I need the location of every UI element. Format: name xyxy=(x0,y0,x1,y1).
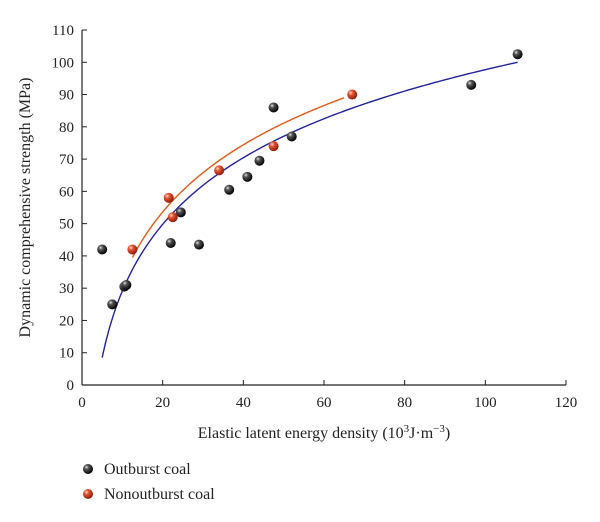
outburst-point xyxy=(121,279,132,290)
y-tick-label: 110 xyxy=(52,23,74,39)
nonoutburst-point xyxy=(214,165,225,176)
outburst-point xyxy=(242,171,253,182)
axes xyxy=(81,29,567,386)
outburst-point xyxy=(224,184,235,195)
nonoutburst-point xyxy=(127,244,138,255)
x-tick-label: 20 xyxy=(155,395,170,411)
outburst-point xyxy=(97,244,108,255)
legend: Outburst coal Nonoutburst coal xyxy=(83,461,215,503)
x-tick-label: 80 xyxy=(397,395,412,411)
fit-curve-nonoutburst xyxy=(131,97,345,258)
y-tick-label: 30 xyxy=(59,281,74,297)
y-tick-label: 0 xyxy=(67,378,75,394)
outburst-point xyxy=(268,102,279,113)
y-tick-label: 50 xyxy=(59,217,74,233)
y-tick-label: 70 xyxy=(59,152,74,168)
x-tick-label: 0 xyxy=(78,395,86,411)
legend-outburst-marker xyxy=(83,464,93,474)
outburst-point xyxy=(107,299,118,310)
legend-nonoutburst-marker xyxy=(83,489,93,499)
nonoutburst-point xyxy=(268,141,279,152)
outburst-point xyxy=(254,155,265,166)
y-axis-title: Dynamic comprehensive strength (MPa) xyxy=(17,78,34,338)
nonoutburst-point xyxy=(167,212,178,223)
outburst-point xyxy=(165,238,176,248)
y-tick-label: 60 xyxy=(59,184,74,200)
nonoutburst-point xyxy=(347,89,358,100)
outburst-point xyxy=(512,49,523,60)
legend-outburst-label: Outburst coal xyxy=(104,461,191,478)
x-tick-label: 100 xyxy=(474,395,497,411)
y-tick-label: 80 xyxy=(59,120,74,136)
outburst-point xyxy=(193,239,204,250)
x-tick-label: 120 xyxy=(555,395,578,411)
outburst-point xyxy=(466,79,477,90)
data-points xyxy=(97,49,523,310)
x-tick-label: 60 xyxy=(317,395,332,411)
y-tick-label: 90 xyxy=(59,88,74,104)
y-tick-label: 20 xyxy=(59,313,74,329)
y-tick-label: 10 xyxy=(59,346,74,362)
outburst-point xyxy=(175,207,186,218)
y-tick-label: 40 xyxy=(59,249,74,265)
nonoutburst-point xyxy=(163,192,174,203)
fit-curves xyxy=(101,61,518,358)
outburst-point xyxy=(286,131,297,142)
y-tick-label: 100 xyxy=(52,55,75,71)
x-axis-title: Elastic latent energy density (103J·m−3) xyxy=(198,423,450,442)
tick-labels: 0 10 20 30 40 50 60 70 80 90 100 110 0 20 40 60 80 100 120 xyxy=(52,23,578,411)
x-tick-label: 40 xyxy=(236,395,251,411)
legend-nonoutburst-label: Nonoutburst coal xyxy=(104,486,215,503)
